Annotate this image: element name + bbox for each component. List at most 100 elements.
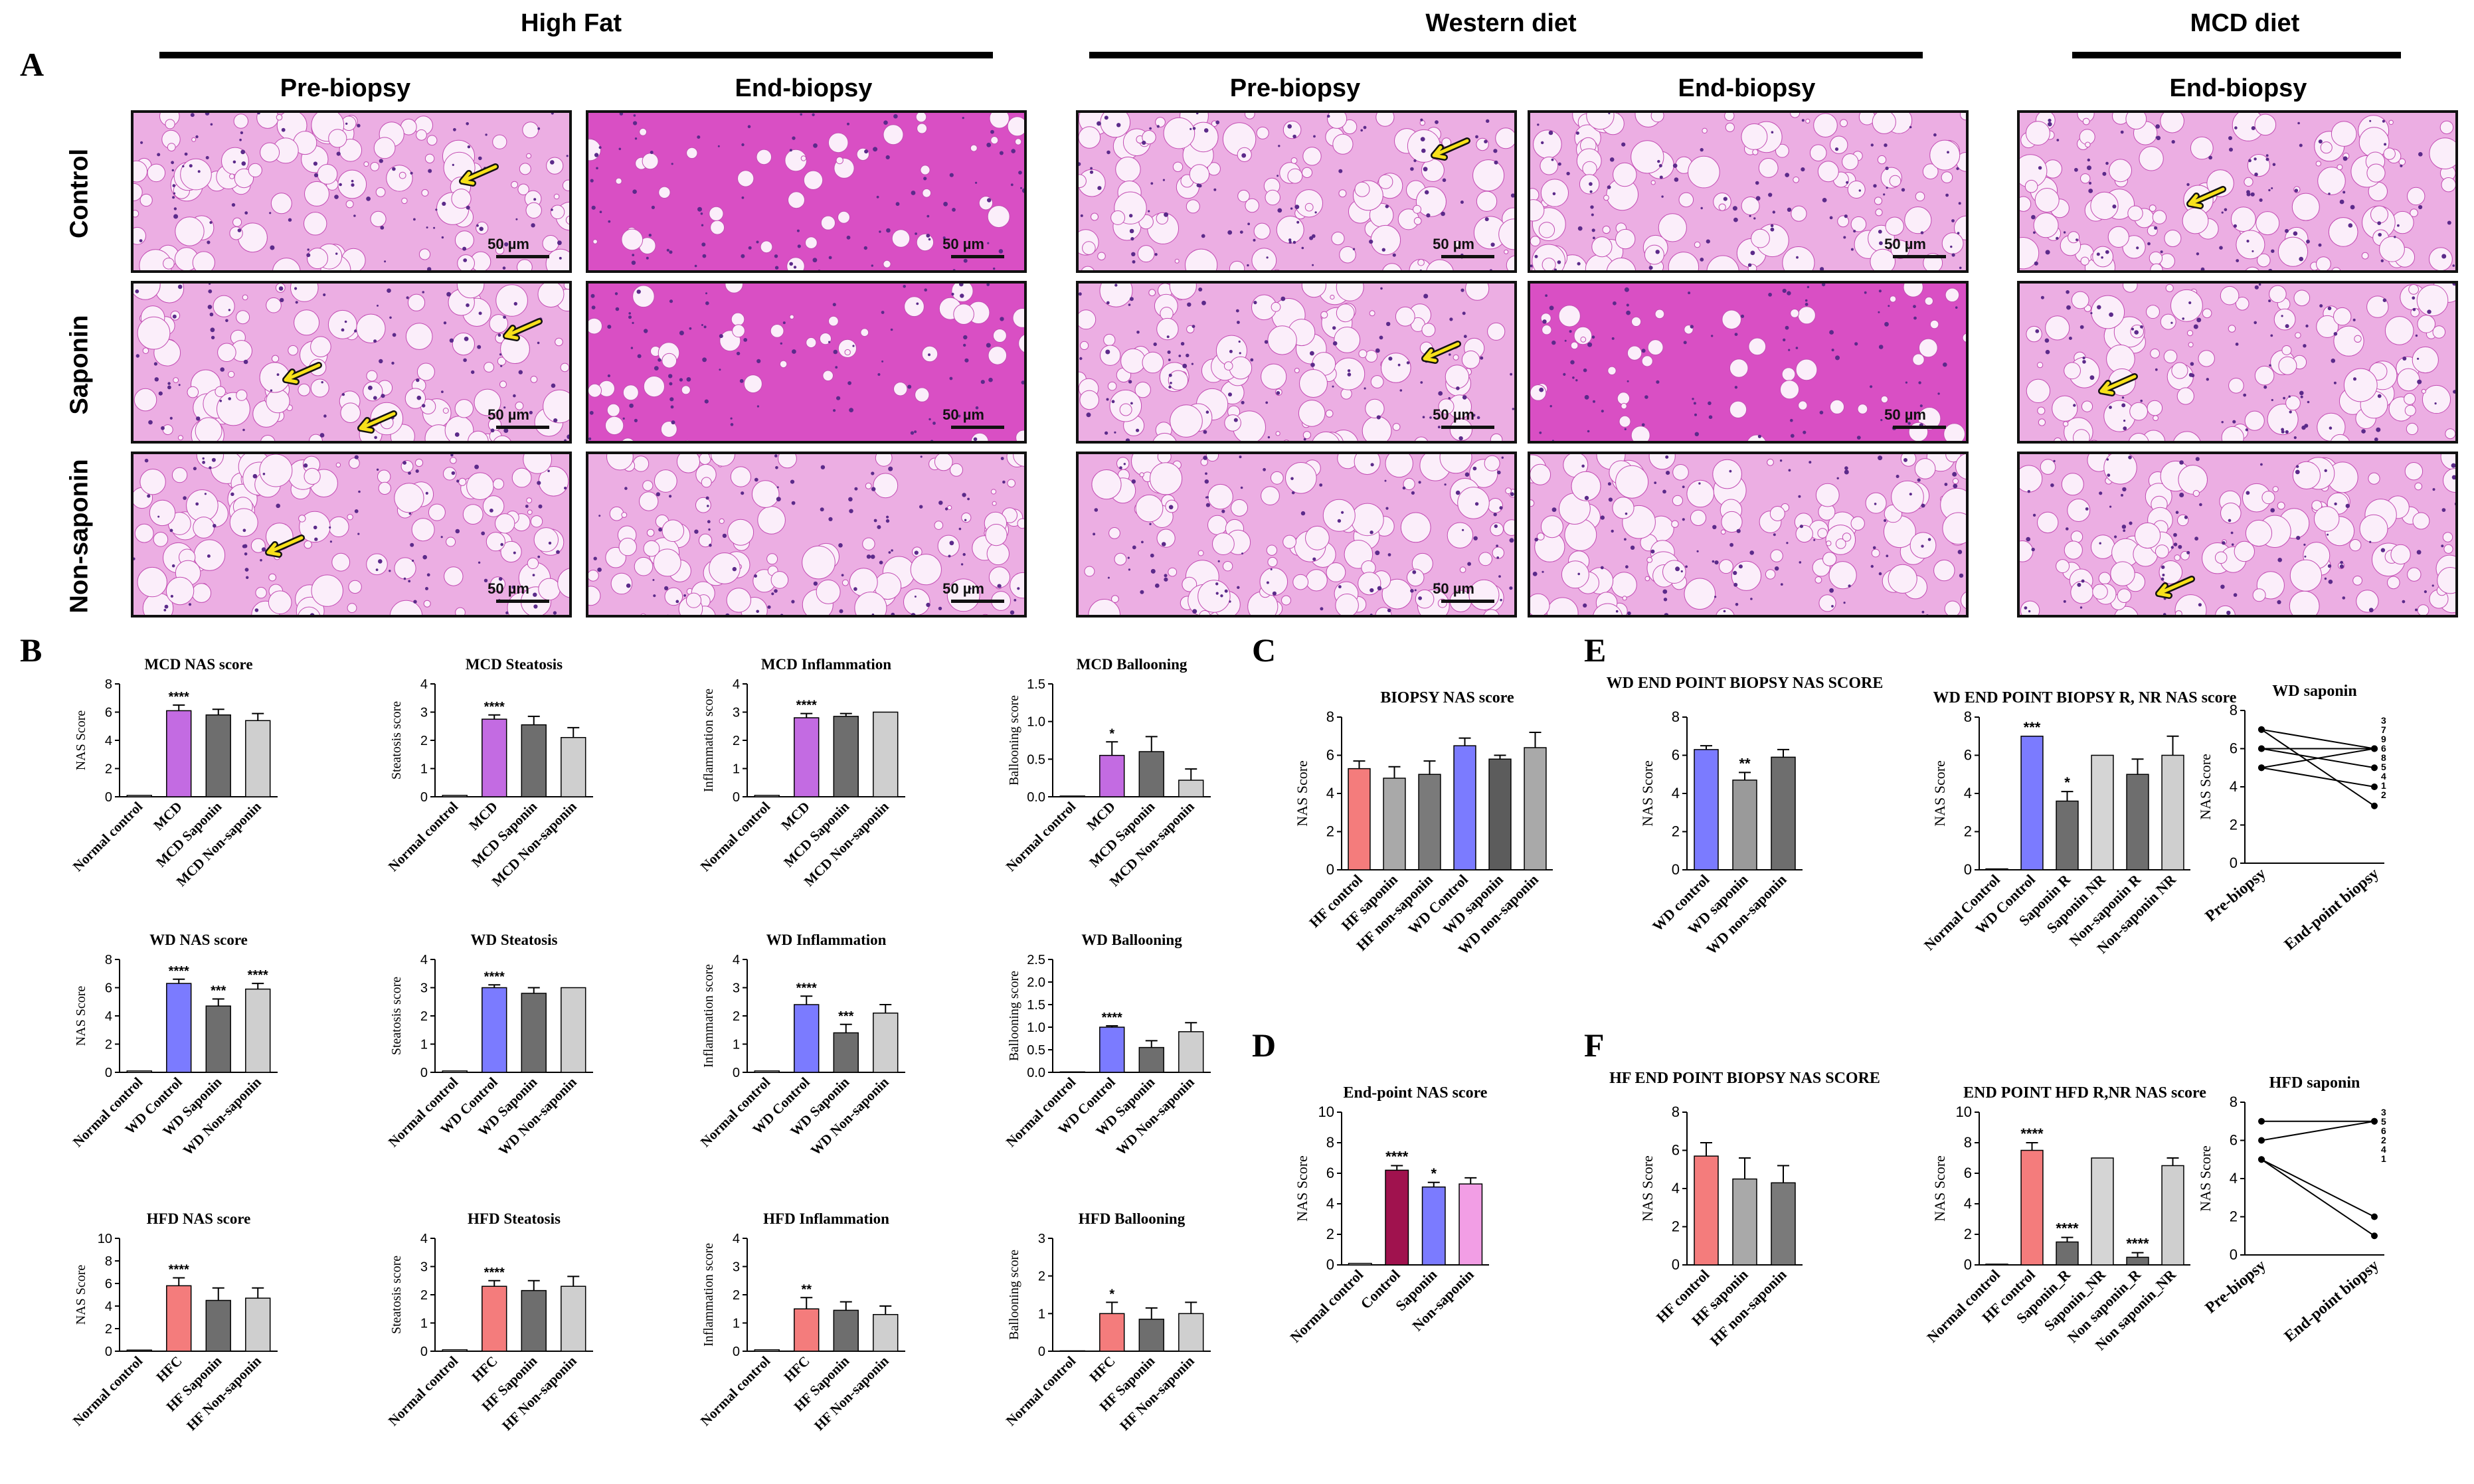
y-tick-label: 2: [1964, 1226, 1972, 1242]
nucleus: [2346, 504, 2350, 508]
bar: [1524, 748, 1546, 870]
y-axis-label: Ballooning score: [1007, 1250, 1021, 1340]
fat-vacuole: [1008, 117, 1027, 136]
fat-vacuole: [1157, 529, 1175, 547]
nucleus: [463, 258, 467, 262]
bar: [1139, 752, 1164, 797]
nucleus: [406, 296, 409, 299]
nucleus: [270, 389, 272, 391]
fat-vacuole: [662, 520, 684, 542]
nucleus: [1423, 416, 1425, 418]
nucleus: [1192, 325, 1195, 328]
y-tick-label: 8: [105, 1254, 112, 1269]
fat-vacuole: [2367, 164, 2385, 182]
nucleus: [2325, 578, 2327, 580]
nucleus: [477, 345, 481, 349]
y-tick-label: 1: [733, 1317, 740, 1331]
nucleus: [634, 419, 638, 422]
nucleus: [2147, 442, 2151, 444]
fat-vacuole: [266, 297, 282, 313]
fat-vacuole: [1488, 323, 1505, 340]
fat-vacuole: [538, 284, 564, 307]
nucleus: [2054, 460, 2056, 462]
fat-vacuole: [1816, 483, 1839, 507]
fat-vacuole: [517, 260, 533, 273]
fat-vacuole: [1687, 480, 1714, 507]
y-tick-label: 0: [1038, 1345, 1045, 1359]
fat-vacuole: [311, 575, 343, 606]
nucleus: [654, 366, 659, 371]
nucleus: [1682, 485, 1685, 488]
pre-point: [2258, 1156, 2265, 1163]
nucleus: [2378, 233, 2382, 237]
nucleus: [1714, 560, 1718, 564]
nucleus: [962, 117, 964, 119]
nucleus: [1616, 610, 1619, 613]
nucleus: [664, 586, 668, 590]
nucleus: [567, 434, 571, 439]
fat-vacuole: [1890, 175, 1901, 187]
fat-vacuole: [948, 505, 952, 509]
nucleus: [2189, 373, 2193, 377]
nucleus: [1857, 436, 1861, 440]
nucleus: [1338, 519, 1341, 523]
bar: [127, 795, 151, 797]
fat-vacuole: [801, 156, 806, 161]
nucleus: [1749, 215, 1751, 217]
nucleus: [239, 139, 242, 141]
nucleus: [308, 248, 309, 250]
nucleus: [464, 337, 469, 341]
fat-vacuole: [1771, 550, 1783, 562]
nucleus: [849, 509, 853, 513]
nucleus: [2128, 455, 2132, 459]
fat-vacuole: [780, 361, 787, 368]
y-axis-label: Steatosis score: [389, 977, 404, 1055]
fat-vacuole: [260, 143, 280, 162]
nucleus: [2251, 193, 2255, 197]
fat-vacuole: [1293, 574, 1308, 590]
nucleus: [1132, 260, 1136, 264]
nucleus: [155, 377, 159, 381]
nucleus: [1496, 556, 1499, 559]
fat-vacuole: [1276, 432, 1280, 436]
fat-vacuole: [1168, 568, 1177, 576]
nucleus: [964, 259, 968, 263]
nucleus: [1625, 513, 1628, 515]
nucleus: [1515, 116, 1517, 120]
nucleus: [1945, 483, 1948, 486]
nucleus: [193, 467, 197, 470]
nucleus: [675, 600, 679, 604]
fat-vacuole: [1414, 217, 1421, 224]
nucleus: [2076, 238, 2078, 241]
fat-vacuole: [2248, 155, 2269, 177]
fat-vacuole: [1376, 113, 1394, 126]
nucleus: [952, 208, 956, 212]
nucleus: [1871, 565, 1874, 568]
panel-letter-d: D: [1252, 1026, 1276, 1064]
nucleus: [1234, 418, 1238, 422]
nucleus: [452, 471, 456, 475]
significance-label: *: [1109, 1287, 1114, 1301]
nucleus: [1239, 352, 1241, 354]
nucleus: [1751, 251, 1755, 256]
fat-vacuole: [1767, 459, 1774, 465]
nucleus: [1181, 342, 1184, 345]
nucleus: [1733, 571, 1737, 575]
nucleus: [163, 609, 166, 612]
nucleus: [1650, 550, 1654, 554]
nucleus: [999, 249, 1004, 254]
nucleus: [1116, 123, 1120, 127]
nucleus: [2107, 473, 2110, 477]
fat-vacuole: [1085, 566, 1095, 576]
fat-vacuole: [260, 454, 292, 487]
nucleus: [456, 529, 460, 534]
nucleus: [886, 155, 890, 159]
paired-line: [2261, 730, 2374, 749]
nucleus: [1413, 159, 1416, 162]
nucleus: [2285, 229, 2289, 233]
nucleus: [1514, 597, 1517, 600]
nucleus: [1698, 482, 1700, 484]
nucleus: [2050, 483, 2054, 487]
nucleus: [1879, 345, 1884, 349]
